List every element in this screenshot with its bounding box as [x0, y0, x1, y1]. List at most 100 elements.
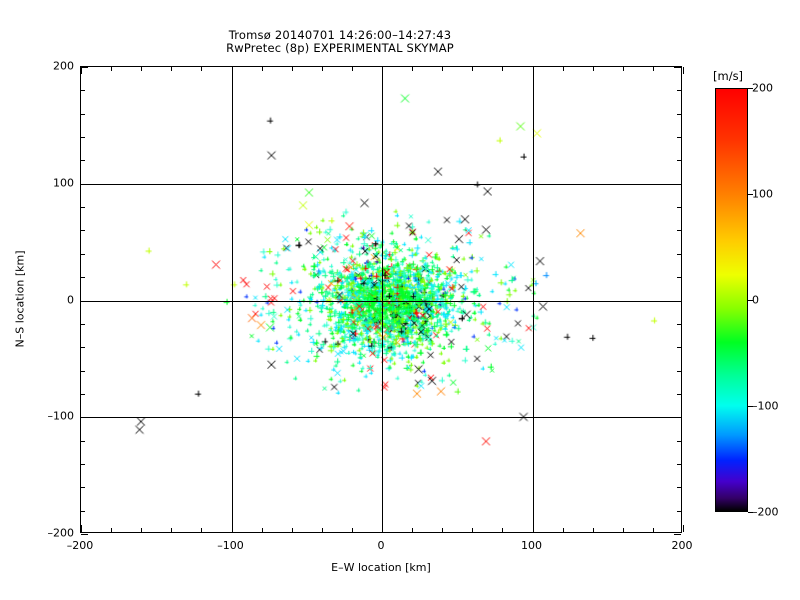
x-tick-label: –100	[217, 539, 244, 552]
scatter-plot-canvas	[81, 67, 681, 532]
axis-tick	[81, 417, 88, 419]
axis-tick	[674, 300, 681, 302]
axis-tick	[111, 528, 113, 532]
axis-tick	[677, 393, 681, 395]
axis-tick	[382, 525, 383, 532]
axis-tick	[81, 534, 88, 535]
gridline-horizontal	[81, 300, 681, 302]
axis-tick	[201, 67, 203, 71]
figure-title-line-2: RwPretec (8p) EXPERIMENTAL SKYMAP	[226, 41, 454, 55]
colorbar-tick-label: 100	[752, 187, 773, 201]
axis-tick	[622, 67, 624, 71]
axis-tick	[502, 528, 504, 532]
colorbar-tick	[748, 406, 753, 407]
axis-tick	[81, 510, 85, 512]
gridline-vertical	[231, 67, 233, 532]
x-tick-label: 0	[377, 539, 385, 552]
axis-tick	[592, 67, 594, 71]
y-tick-label: –200	[47, 526, 75, 540]
axis-tick	[677, 440, 681, 442]
axis-tick	[321, 67, 323, 71]
axis-tick	[677, 160, 681, 162]
axis-tick	[141, 67, 143, 71]
axis-tick	[442, 67, 444, 71]
axis-tick	[81, 113, 85, 115]
colorbar-tick-label: 0	[752, 293, 759, 307]
axis-tick	[412, 67, 414, 71]
axis-tick	[141, 528, 143, 532]
axis-tick	[677, 207, 681, 209]
axis-tick	[171, 528, 173, 532]
axis-tick	[677, 253, 681, 255]
axis-tick	[351, 67, 353, 71]
axis-tick	[677, 137, 681, 138]
axis-tick	[677, 230, 681, 232]
y-tick-label: 0	[67, 293, 74, 306]
axis-tick	[677, 323, 681, 325]
axis-tick	[677, 510, 681, 512]
x-tick-label: 100	[521, 539, 542, 552]
colorbar-gradient	[715, 88, 748, 512]
axis-tick	[291, 528, 293, 532]
axis-tick	[674, 67, 681, 68]
axis-tick	[592, 528, 594, 532]
axis-tick	[171, 67, 173, 71]
axis-tick	[442, 528, 444, 532]
axis-tick	[677, 370, 681, 372]
colorbar	[715, 88, 748, 512]
axis-tick	[321, 528, 323, 532]
axis-tick	[81, 463, 85, 465]
axis-tick	[81, 370, 85, 372]
axis-tick	[472, 528, 474, 532]
axis-tick	[562, 528, 564, 532]
axis-tick	[677, 487, 681, 489]
axis-tick	[677, 463, 681, 465]
axis-tick	[81, 160, 85, 162]
axis-tick	[81, 323, 85, 325]
axis-tick	[81, 90, 85, 92]
axis-tick	[291, 67, 293, 71]
gridline-vertical	[382, 67, 383, 532]
axis-tick	[231, 67, 233, 74]
axis-tick	[382, 67, 383, 74]
axis-tick	[81, 440, 85, 442]
axis-tick	[81, 207, 85, 209]
axis-tick	[412, 528, 414, 532]
colorbar-tick	[748, 512, 753, 513]
y-tick-label: 200	[53, 59, 74, 73]
axis-tick	[201, 528, 203, 532]
axis-tick	[111, 67, 113, 71]
axis-tick	[351, 528, 353, 532]
axis-tick	[81, 525, 82, 532]
axis-tick	[622, 528, 624, 532]
axis-tick	[683, 67, 684, 74]
axis-tick	[261, 67, 263, 71]
colorbar-tick	[748, 194, 753, 195]
colorbar-tick-label: 200	[752, 81, 773, 95]
axis-tick	[674, 183, 681, 185]
axis-tick	[81, 67, 82, 74]
axis-tick	[674, 417, 681, 419]
axis-tick	[562, 67, 564, 71]
axis-tick	[261, 528, 263, 532]
axis-tick	[81, 277, 85, 279]
x-tick-label: 200	[671, 539, 693, 552]
axis-tick	[652, 528, 654, 532]
y-tick-label: –100	[47, 409, 75, 423]
axis-tick	[81, 300, 88, 302]
axis-tick	[683, 525, 684, 532]
colorbar-tick	[748, 300, 753, 301]
figure-title-line-1: Tromsø 20140701 14:26:00–14:27:43	[228, 28, 452, 42]
axis-tick	[81, 393, 85, 395]
colorbar-tick	[748, 88, 753, 89]
axis-tick	[81, 253, 85, 255]
axis-tick	[677, 277, 681, 279]
axis-tick	[81, 487, 85, 489]
axis-tick	[81, 347, 85, 349]
y-axis-label: N–S location [km]	[13, 250, 27, 348]
colorbar-unit-label: [m/s]	[713, 69, 744, 83]
axis-tick	[81, 137, 85, 138]
x-axis-label: E–W location [km]	[331, 561, 431, 574]
colorbar-tick-label: –200	[752, 505, 779, 519]
